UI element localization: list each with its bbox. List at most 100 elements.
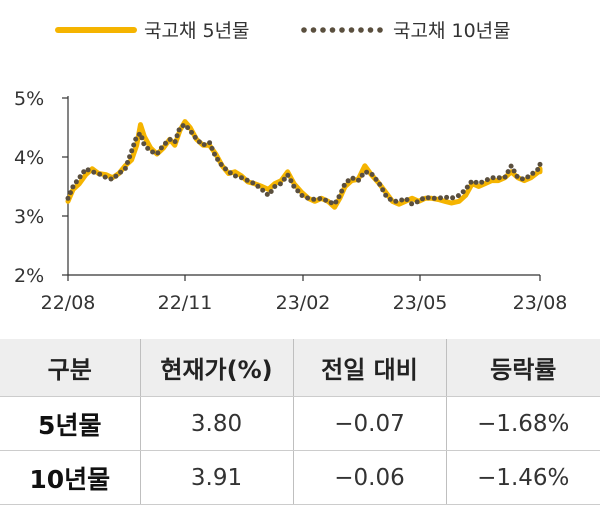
series-10y-point [339,188,345,194]
series-10y-point [345,178,351,184]
series-10y-point [212,151,217,157]
legend-10y-dot [310,27,317,33]
series-10y-point [122,165,128,171]
series-10y-point [244,177,250,183]
series-10y-point [172,139,178,145]
row-change: −0.07 [292,396,446,451]
series-10y-point [393,198,399,204]
series-10y-point [118,169,124,175]
legend-10y-dot [339,27,345,33]
series-10y-point [464,184,470,190]
series-10y-point [502,174,508,180]
series-10y-point [227,170,233,176]
series-10y-point [479,179,485,185]
x-tick-label: 23/05 [393,292,448,314]
series-10y-point [139,135,145,141]
series-10y-point [380,187,386,193]
series-10y-point [250,180,256,186]
table-header-row: 구분 현재가(%) 전일 대비 등락률 [0,339,600,397]
series-10y-point [323,197,329,203]
series-10y-point [91,169,97,175]
series-10y-point [174,133,180,139]
series-10y-point [525,174,531,180]
series-10y-point [460,189,466,195]
series-10y-point [399,197,405,203]
header-category: 구분 [0,339,140,397]
series-10y-point [537,161,543,167]
series-10y-point [511,168,517,174]
series-10y-point [299,193,305,198]
series-10y-point [70,184,76,190]
series-10y [65,123,543,207]
legend-10y-dot [348,27,355,33]
series-10y-point [535,167,541,172]
legend-10y-swatch [301,27,383,33]
series-10y-point [255,183,261,189]
series-10y-point [185,125,191,131]
series-10y-point [136,131,142,137]
legend-5y-label: 국고채 5년물 [144,20,250,42]
legend-10y-dot [320,27,326,33]
series-10y-point [496,175,502,181]
yield-chart: 국고채 5년물 국고채 10년물 2% 3% 4% 5% 22/08 22/11 23/02… [14,20,567,314]
series-10y-point [336,194,342,200]
series-10y-point [85,167,91,173]
series-10y-point [364,169,370,175]
series-10y-point [196,139,202,145]
legend-10y-dot [367,27,374,33]
legend-10y-dot [358,27,364,33]
series-10y-point [180,123,186,129]
series-10y-point [97,171,103,177]
row-rate: −1.68% [445,396,600,451]
row-label: 10년물 [0,450,140,505]
series-5y [65,119,543,210]
series-10y-point [158,145,164,151]
series-10y-point [176,127,182,133]
series-10y-point [468,179,474,185]
series-10y-point [305,195,311,201]
series-10y-point [450,195,456,201]
series-10y-point [359,172,365,178]
series-10y-point [508,163,514,169]
series-10y-point [288,178,294,184]
series-10y-point [131,142,137,148]
legend-10y-dot [329,27,336,33]
series-10y-point [129,148,135,154]
axes: 2% 3% 4% 5% 22/08 22/11 23/02 23/05 23/08 [14,88,567,314]
series-10y-point [260,187,266,193]
series-10y-point [350,175,356,181]
series-10y-point [484,177,490,183]
x-tick-label: 22/11 [158,292,213,314]
legend-10y-dot [377,27,383,33]
summary-table: 구분 현재가(%) 전일 대비 등락률 5년물 3.80 −0.07 −1.68… [0,339,600,505]
y-tick-label: 3% [14,206,44,228]
series-10y-point [490,175,496,181]
series-10y-point [127,154,133,160]
x-tick-label: 23/02 [276,292,331,314]
series-10y-point [414,199,420,205]
series-10y-point [65,195,71,201]
series-10y-point [167,137,173,142]
series-10y-point [272,184,278,189]
series-10y-point [141,141,147,147]
series-10y-point [223,166,228,172]
series-10y-point [341,182,347,188]
series-10y-point [519,176,525,182]
series-10y-point [155,150,161,156]
series-10y-point [201,142,207,148]
series-10y-point [192,134,198,140]
series-10y-point [505,169,511,175]
series-10y-point [455,193,461,199]
header-change: 전일 대비 [292,339,446,397]
series-10y-point [387,196,393,202]
series-10y-point [207,140,213,146]
series-10y-point [373,176,379,182]
x-tick-label: 22/08 [41,292,96,314]
legend: 국고채 5년물 국고채 10년물 [55,20,511,42]
y-tick-label: 2% [14,265,44,287]
series-10y-point [404,197,410,203]
series-10y-point [291,183,297,189]
series-10y-point [215,156,221,162]
series-10y-point [218,162,224,167]
